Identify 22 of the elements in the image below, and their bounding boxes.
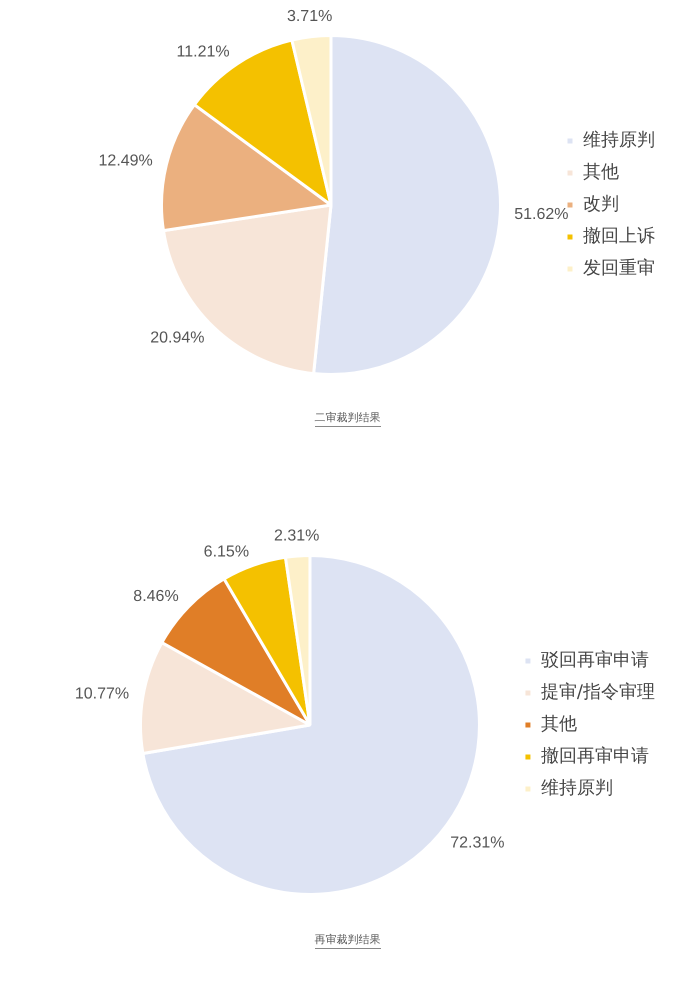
legend-label: 改判: [583, 194, 619, 215]
data-label: 8.46%: [133, 588, 179, 606]
legend-label: 发回重审: [583, 258, 655, 279]
legend-label: 撤回上诉: [583, 226, 655, 247]
legend-label: 维持原判: [583, 130, 655, 151]
data-label: 12.49%: [98, 152, 153, 170]
data-label: 11.21%: [176, 43, 230, 60]
legend-label: 撤回再审申请: [540, 746, 649, 767]
text: 再审裁判结果: [314, 934, 380, 949]
data-label: 51.62%: [514, 206, 569, 223]
legend-label: 其他: [583, 162, 619, 183]
text: 二审裁判结果: [314, 412, 380, 427]
data-label: 20.94%: [150, 329, 204, 346]
legend-label: 提审/指令审理: [540, 682, 656, 703]
data-label: 6.15%: [204, 543, 250, 560]
data-label: 3.71%: [286, 8, 332, 26]
data-label: 72.31%: [450, 834, 504, 852]
legend-label: 其他: [540, 714, 577, 735]
data-label: 10.77%: [74, 685, 130, 702]
data-label: 2.31%: [274, 527, 320, 544]
legend-label: 驳回再审申请: [540, 650, 649, 671]
legend-label: 维持原判: [540, 778, 613, 799]
